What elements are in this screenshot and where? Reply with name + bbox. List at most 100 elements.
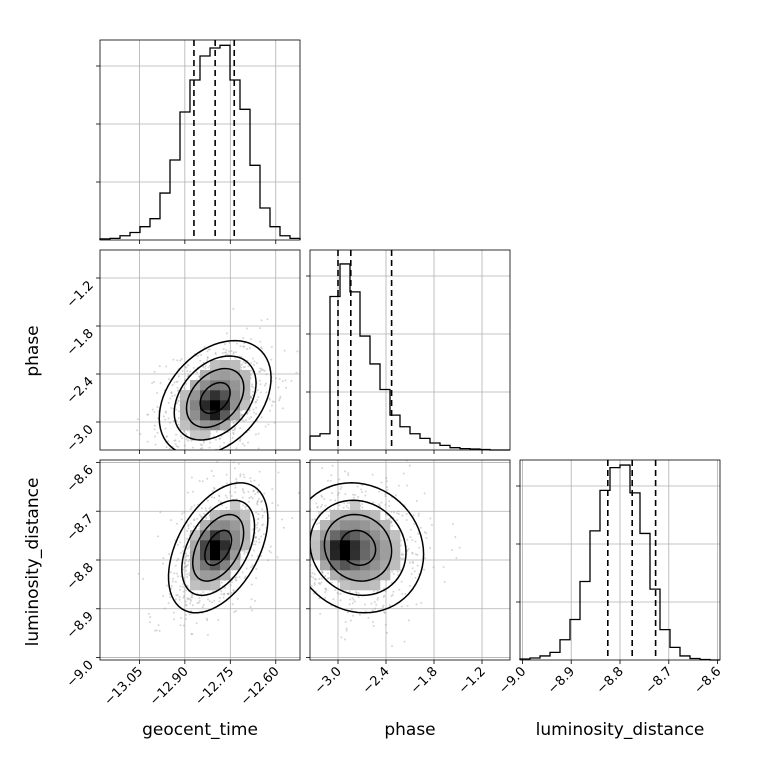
scatter-point bbox=[219, 437, 222, 440]
scatter-point bbox=[343, 502, 346, 505]
density-cell bbox=[330, 530, 341, 541]
scatter-point bbox=[184, 566, 187, 569]
scatter-point bbox=[334, 589, 337, 592]
scatter-point bbox=[400, 605, 403, 608]
scatter-point bbox=[316, 506, 319, 509]
density-cell bbox=[210, 380, 221, 391]
scatter-point bbox=[203, 345, 206, 348]
scatter-point bbox=[188, 613, 191, 616]
scatter-point bbox=[287, 543, 289, 545]
scatter-point bbox=[170, 406, 173, 409]
density-cell bbox=[220, 420, 231, 431]
scatter-point bbox=[231, 429, 234, 432]
density-cell bbox=[320, 520, 331, 531]
scatter-point bbox=[370, 602, 373, 605]
scatter-point bbox=[178, 588, 181, 591]
scatter-point bbox=[265, 391, 268, 394]
scatter-point bbox=[223, 351, 226, 354]
scatter-point bbox=[239, 473, 242, 476]
scatter-point bbox=[250, 361, 253, 364]
scatter-point bbox=[400, 554, 403, 557]
scatter-point bbox=[344, 621, 347, 624]
scatter-point bbox=[193, 518, 196, 521]
scatter-point bbox=[301, 575, 303, 577]
scatter-point bbox=[306, 571, 308, 573]
scatter-point bbox=[314, 517, 317, 520]
scatter-point bbox=[164, 411, 167, 414]
scatter-point bbox=[402, 553, 405, 556]
scatter-point bbox=[226, 439, 228, 441]
scatter-point bbox=[285, 386, 288, 389]
scatter-point bbox=[343, 457, 345, 459]
density-cell bbox=[340, 570, 351, 581]
scatter-point bbox=[387, 518, 390, 521]
scatter-point bbox=[306, 526, 308, 528]
scatter-point bbox=[278, 513, 280, 515]
scatter-point bbox=[399, 544, 402, 547]
scatter-point bbox=[153, 424, 156, 427]
scatter-point bbox=[257, 517, 260, 520]
scatter-point bbox=[218, 600, 221, 603]
scatter-point bbox=[307, 349, 309, 351]
density-cell bbox=[190, 430, 201, 441]
scatter-point bbox=[417, 512, 420, 515]
density-cell bbox=[230, 560, 241, 571]
scatter-point bbox=[225, 351, 228, 354]
scatter-point bbox=[291, 542, 293, 544]
scatter-point bbox=[295, 371, 298, 374]
scatter-point bbox=[256, 491, 259, 494]
scatter-point bbox=[213, 496, 216, 499]
scatter-point bbox=[383, 594, 386, 597]
scatter-point bbox=[136, 418, 139, 421]
scatter-point bbox=[246, 411, 249, 414]
scatter-point bbox=[244, 508, 247, 511]
density-cell bbox=[230, 380, 241, 391]
scatter-point bbox=[248, 347, 251, 350]
scatter-point bbox=[239, 427, 242, 430]
scatter-point bbox=[243, 476, 246, 479]
scatter-point bbox=[178, 440, 181, 443]
scatter-point bbox=[361, 502, 364, 505]
scatter-point bbox=[177, 400, 180, 403]
scatter-point bbox=[301, 567, 303, 569]
scatter-point bbox=[273, 457, 275, 459]
contour-line bbox=[199, 381, 231, 415]
panel-geocent-time-vs-luminosity-distance: −13.05 −12.90 −12.75 −12.60 −9.0 −8.9 −8.8 −8.7… bbox=[64, 439, 301, 709]
scatter-point bbox=[415, 603, 418, 606]
scatter-point bbox=[226, 353, 229, 356]
scatter-point bbox=[168, 421, 171, 424]
scatter-point bbox=[317, 510, 320, 513]
scatter-point bbox=[307, 489, 309, 491]
scatter-point bbox=[147, 413, 150, 416]
scatter-point bbox=[225, 482, 228, 485]
scatter-point bbox=[278, 397, 281, 400]
scatter-point bbox=[409, 528, 412, 531]
scatter-point bbox=[189, 370, 192, 373]
scatter-point bbox=[268, 550, 271, 553]
scatter-point bbox=[166, 435, 169, 438]
density-cell bbox=[340, 580, 351, 591]
scatter-point bbox=[412, 562, 415, 565]
density-cell bbox=[220, 540, 231, 551]
scatter-point bbox=[255, 540, 258, 543]
scatter-point bbox=[324, 596, 327, 599]
density-cell bbox=[180, 400, 191, 411]
density-cell bbox=[220, 390, 231, 401]
scatter-point bbox=[260, 535, 263, 538]
scatter-point bbox=[356, 485, 359, 488]
scatter-point bbox=[297, 540, 299, 542]
scatter-point bbox=[347, 472, 350, 475]
scatter-point bbox=[204, 365, 207, 368]
scatter-point bbox=[217, 499, 220, 502]
density-cell bbox=[220, 360, 231, 371]
scatter-point bbox=[339, 592, 342, 595]
scatter-point bbox=[270, 345, 273, 348]
scatter-point bbox=[182, 595, 185, 598]
scatter-point bbox=[177, 558, 180, 561]
scatter-point bbox=[392, 572, 395, 575]
scatter-point bbox=[189, 508, 192, 511]
density-cell bbox=[360, 550, 371, 561]
scatter-point bbox=[361, 506, 364, 509]
scatter-point bbox=[202, 512, 205, 515]
scatter-point bbox=[419, 526, 422, 529]
